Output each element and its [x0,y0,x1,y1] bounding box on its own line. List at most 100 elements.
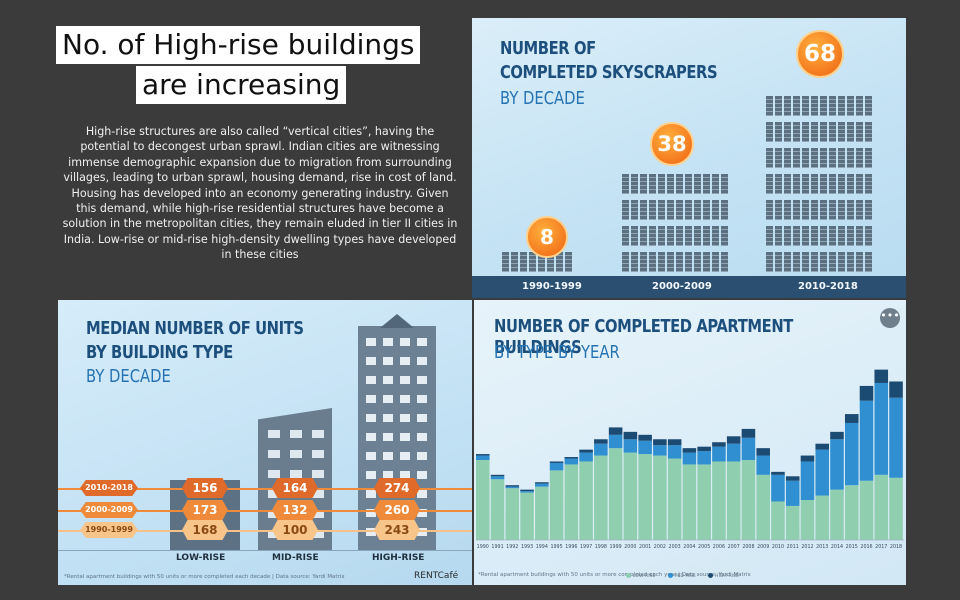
skyscraper-icon [811,252,818,272]
bar-low-rise-2018 [889,477,903,540]
year-label-2003: 2003 [669,544,681,550]
bar-mid-rise-1992 [505,486,520,489]
skyscraper-icon [712,252,719,272]
window [383,414,393,422]
bar-low-rise-1999 [608,448,623,540]
high-rise-label: HIGH-RISE [372,553,425,563]
window [417,509,427,517]
window [366,452,376,460]
bar-low-rise-1995 [549,470,564,540]
units-title-line1: MEDIAN NUMBER OF UNITS [86,318,304,339]
window [417,528,427,536]
buildings-subtitle: BY TYPE BY YEAR [494,342,620,363]
skyscraper-icon [694,226,701,246]
window [400,433,410,441]
bar-low-rise-2015 [844,485,859,540]
skyscraper-icon [676,200,683,220]
skyscraper-icon [658,226,665,246]
skyscraper-icon [766,96,773,116]
bar-low-rise-1992 [505,488,520,540]
legend-high-rise-label: HIGH-RISE [715,574,739,579]
year-label-1995: 1995 [550,544,562,550]
bar-low-rise-2011 [785,505,800,540]
bar-mid-rise-1998 [594,443,608,456]
more-options-icon[interactable]: ••• [880,308,900,328]
skyscraper-icon [856,148,863,168]
skyscraper-icon [766,252,773,272]
bar-mid-rise-2014 [830,439,844,490]
year-label-2012: 2012 [801,544,813,550]
skyscraper-icon [766,174,773,194]
skyscraper-icon [820,252,827,272]
year-label-2002: 2002 [654,544,666,550]
year-label-2000: 2000 [624,544,636,550]
skyscraper-icon [829,174,836,194]
bar-mid-rise-1991 [490,476,505,480]
high-rise-2000s-value: 260 [374,500,420,520]
low-rise-2000s-value: 173 [182,500,228,520]
window [417,414,427,422]
bar-low-rise-2016 [859,480,874,540]
bar-high-rise-1996 [564,457,579,459]
window [417,338,427,346]
skyscraper-icon [649,200,656,220]
skyscraper-icon [721,226,728,246]
mid-rise-2000s-value: 132 [272,500,318,520]
skyscraper-icon [784,226,791,246]
window [400,376,410,384]
year-label-2013: 2013 [816,544,828,550]
decade-strip [472,276,906,298]
skyscraper-icon [694,252,701,272]
slide-title-line2: are increasing [136,66,347,104]
year-label-1991: 1991 [491,544,503,550]
bar-low-rise-2006 [712,461,726,540]
bar-high-rise-2000 [623,431,638,440]
skyscrapers-subtitle: BY DECADE [500,88,585,109]
buildings-footnote: *Rental apartment buildings with 50 unit… [478,572,751,578]
bar-high-rise-2008 [741,428,756,438]
bar-low-rise-2014 [830,489,844,540]
bar-mid-rise-1993 [520,491,534,493]
skyscraper-icon [802,174,809,194]
bar-mid-rise-1995 [549,462,564,471]
skyscraper-icon [847,200,854,220]
skyscraper-icon [856,200,863,220]
window [366,433,376,441]
skyscraper-icon [676,226,683,246]
skyscraper-icon [820,122,827,142]
window [417,452,427,460]
year-label-1992: 1992 [506,544,518,550]
skyscraper-icon [865,96,872,116]
skyscraper-icon [712,200,719,220]
skyscraper-icon [865,252,872,272]
decade-label-2000s: 2000-2009 [652,281,712,292]
window [383,338,393,346]
window [366,509,376,517]
window [366,357,376,365]
bar-high-rise-2016 [859,385,874,401]
skyscraper-icon [775,200,782,220]
window [268,530,280,538]
legend-mid-rise-label: MID-RISE [675,574,696,579]
bar-low-rise-2013 [815,495,830,540]
skyscraper-icon [784,122,791,142]
skyscraper-icon [622,226,629,246]
year-label-2014: 2014 [831,544,843,550]
year-label-1993: 1993 [521,544,533,550]
skyscraper-icon [685,226,692,246]
window [268,470,280,478]
skyscraper-icon [820,200,827,220]
decade-tag-2010s: 2010-2018 [80,480,138,496]
skyscraper-icon [703,252,710,272]
bar-mid-rise-2004 [682,452,697,465]
high-rise-spire [380,314,414,328]
skyscraper-icon [658,252,665,272]
skyscraper-icon [775,96,782,116]
window [366,395,376,403]
window [383,452,393,460]
skyscraper-icon [847,148,854,168]
skyscraper-icon [784,252,791,272]
low-rise-2010s-value: 156 [182,478,228,498]
skyscraper-icon [658,200,665,220]
skyscrapers-title-line1: NUMBER OF [500,38,596,59]
